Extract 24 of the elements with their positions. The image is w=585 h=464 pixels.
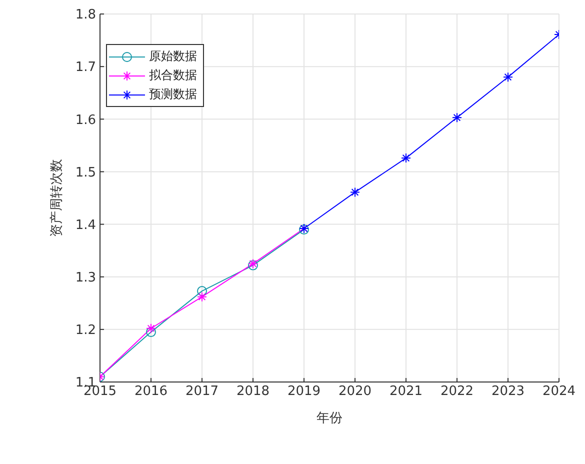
y-tick-label: 1.2 <box>75 323 96 338</box>
x-tick-label: 2023 <box>491 384 525 400</box>
y-tick-label: 1.7 <box>75 60 96 76</box>
x-tick-label: 2017 <box>185 384 219 400</box>
y-tick-label: 1.4 <box>75 218 96 233</box>
x-tick-label: 2024 <box>542 384 576 400</box>
y-tick-label: 1.3 <box>75 270 96 286</box>
point <box>146 327 156 338</box>
legend-label: 原始数据 <box>149 48 197 65</box>
y-tick-label: 1.8 <box>75 8 96 23</box>
x-axis-title: 年份 <box>316 411 342 426</box>
x-tick-label: 2019 <box>287 384 321 400</box>
x-tick-label: 2015 <box>83 384 117 400</box>
x-tick-label: 2022 <box>440 384 474 400</box>
x-tick-label: 2018 <box>236 384 270 400</box>
legend-label: 拟合数据 <box>149 67 197 84</box>
x-tick-label: 2016 <box>134 384 168 400</box>
y-tick-label: 1.5 <box>75 165 96 180</box>
point <box>197 286 207 296</box>
x-tick-label: 2020 <box>338 384 372 400</box>
y-axis-title: 资产周转次数 <box>50 159 65 237</box>
y-tick-label: 1.6 <box>75 112 96 128</box>
x-tick-label: 2021 <box>389 384 423 400</box>
legend-label: 预测数据 <box>149 86 197 103</box>
